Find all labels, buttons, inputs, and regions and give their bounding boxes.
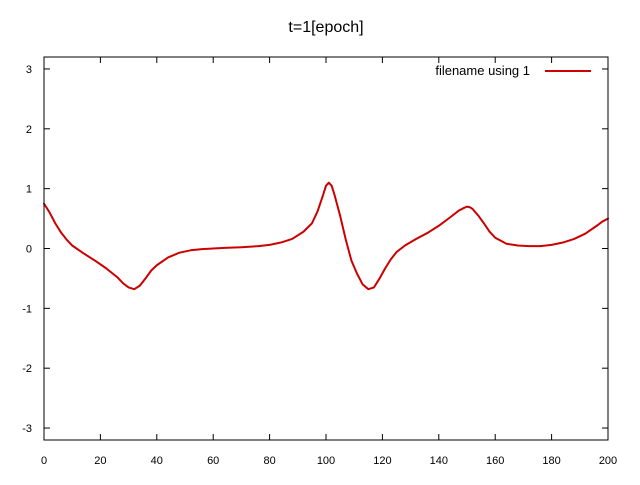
- y-tick-label: 0: [26, 244, 32, 256]
- x-tick-label: 60: [207, 455, 219, 467]
- x-tick-label: 160: [486, 455, 504, 467]
- plot-frame: [43, 56, 609, 441]
- x-tick-label: 20: [94, 455, 106, 467]
- x-tick-label: 140: [430, 455, 448, 467]
- y-tick-label: -2: [22, 363, 32, 375]
- y-tick-label: 2: [26, 124, 32, 136]
- x-tick-label: 180: [542, 455, 560, 467]
- x-tick-label: 200: [599, 455, 617, 467]
- y-tick-label: 3: [26, 64, 32, 76]
- x-tick-label: 120: [373, 455, 391, 467]
- x-tick-label: 0: [41, 455, 47, 467]
- x-tick-label: 100: [317, 455, 335, 467]
- y-tick-label: -1: [22, 303, 32, 315]
- y-tick-label: 1: [26, 184, 32, 196]
- ticks-layer: 0 20 40 60 80 100 120 140 160 180 200 -3 -2 -1 0 1 2 3: [22, 57, 617, 467]
- y-tick-label: -3: [22, 423, 32, 435]
- legend-label: filename using 1: [435, 63, 530, 78]
- x-tick-label: 80: [263, 455, 275, 467]
- chart-title: t=1[epoch]: [288, 19, 363, 36]
- series-layer: [43, 181, 609, 291]
- series-line: [43, 181, 609, 291]
- legend: filename using 1: [435, 63, 591, 78]
- x-tick-label: 40: [151, 455, 163, 467]
